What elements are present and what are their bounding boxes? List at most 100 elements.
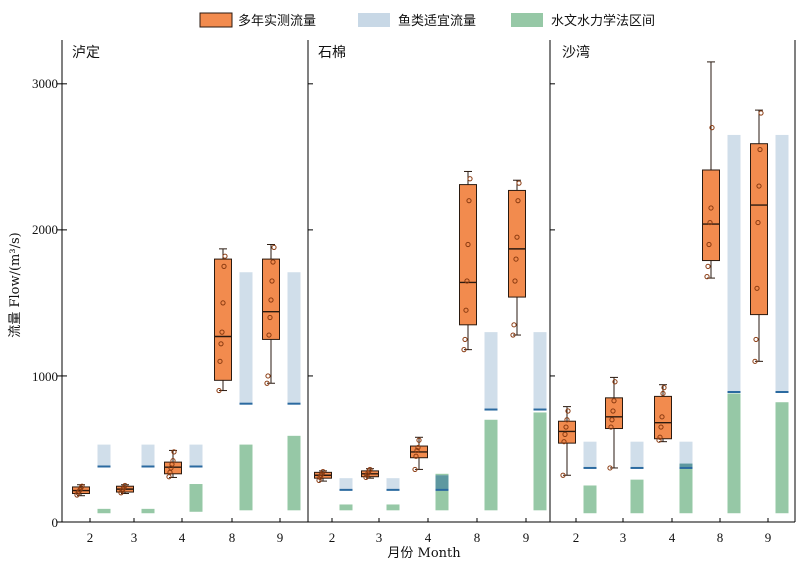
measured-data-point (266, 332, 272, 338)
measured-data-point (217, 358, 223, 364)
measured-flow-box (508, 189, 526, 298)
measured-data-point (463, 307, 469, 313)
measured-data-point (607, 465, 613, 471)
hydro-range-bar (630, 479, 644, 514)
suitable-flow-bar (679, 441, 693, 468)
measured-flow-box (654, 395, 672, 440)
measured-data-point (565, 408, 571, 414)
measured-data-point (222, 253, 228, 259)
measured-data-point (511, 322, 517, 328)
measured-data-point (659, 414, 665, 420)
suitable-flow-bar (630, 441, 644, 468)
measured-data-point (564, 417, 570, 423)
x-tick-label: 4 (179, 530, 186, 545)
overlap-bar (435, 475, 449, 490)
measured-data-point (166, 474, 172, 480)
measured-data-point (268, 297, 274, 303)
suitable-flow-bar (533, 332, 547, 410)
measured-data-point (709, 125, 715, 131)
measured-flow-box (702, 169, 720, 262)
measured-data-point (171, 449, 177, 455)
legend-label-measured: 多年实测流量 (238, 13, 316, 29)
suitable-flow-bar (189, 444, 203, 467)
legend-swatch-hydro (511, 13, 543, 27)
measured-data-point (661, 385, 667, 391)
hydro-range-bar (679, 463, 693, 514)
measured-data-point (611, 398, 617, 404)
hydro-range-bar (386, 504, 400, 511)
suitable-flow-bar (287, 272, 301, 404)
suitable-flow-bar (141, 444, 155, 467)
measured-data-point (270, 259, 276, 265)
measured-data-point (705, 263, 711, 269)
hydro-range-bar (239, 444, 253, 511)
y-axis-title: 流量 Flow/(m³/s) (8, 232, 23, 337)
measured-data-point (563, 424, 569, 430)
suitable-flow-bar (239, 272, 253, 404)
measured-data-point (316, 477, 322, 483)
measured-data-point (216, 387, 222, 394)
measured-data-point (752, 358, 758, 364)
measured-data-point (658, 424, 664, 430)
measured-data-point (219, 329, 225, 335)
measured-data-point (510, 332, 516, 338)
legend: 多年实测流量 鱼类适宜流量 水文水力学法区间 (199, 12, 655, 29)
suitable-flow-bar (97, 444, 111, 467)
measured-data-point (218, 341, 224, 347)
hydro-range-bar (727, 393, 741, 514)
measured-data-point (758, 110, 764, 116)
hydro-range-bar (583, 485, 597, 514)
overlap-bar (679, 463, 693, 468)
x-axis-ticks: 2 3 4 8 9 2 3 4 8 9 2 3 4 8 9 (87, 530, 772, 545)
measured-flow-box (459, 184, 477, 326)
panel-title-luding: 泸定 (72, 45, 100, 61)
hydro-range-bar (533, 412, 547, 511)
measured-data-point (320, 469, 326, 475)
x-tick-label: 9 (277, 530, 284, 545)
measured-data-point (757, 146, 763, 153)
hydro-range-bar (141, 508, 155, 514)
measured-data-point (562, 431, 568, 437)
measured-flow-box (750, 143, 768, 316)
y-axis-ticks: 0 1000 2000 3000 (32, 76, 58, 530)
measured-data-point (415, 444, 421, 451)
y-tick-label: 3000 (32, 76, 58, 91)
measured-data-point (612, 379, 618, 385)
x-axis-title: 月份 Month (387, 546, 461, 561)
measured-data-point (271, 244, 277, 251)
measured-data-point (367, 466, 373, 473)
x-tick-label: 3 (376, 530, 383, 545)
measured-data-point (561, 439, 567, 445)
legend-label-suitable: 鱼类适宜流量 (398, 13, 476, 29)
x-tick-label: 9 (765, 530, 772, 545)
measured-data-point (753, 336, 759, 343)
x-tick-label: 4 (669, 530, 676, 545)
panel-title-shawan: 沙湾 (562, 44, 590, 61)
suitable-flow-bar (583, 441, 597, 468)
measured-data-point (264, 380, 270, 386)
measured-data-point (466, 198, 472, 204)
measured-data-point (467, 176, 473, 182)
measured-data-point (608, 424, 614, 430)
measured-data-point (122, 482, 128, 489)
hydro-range-bar (287, 435, 301, 511)
suitable-flow-bar (727, 134, 741, 393)
hydro-range-bar (339, 504, 353, 511)
legend-label-hydro: 水文水力学法区间 (551, 13, 655, 29)
y-tick-label: 1000 (32, 369, 58, 384)
measured-data-point (412, 466, 418, 473)
measured-data-point (756, 183, 762, 189)
measured-data-point (414, 447, 420, 454)
x-tick-label: 2 (87, 530, 94, 545)
measured-data-point (660, 390, 666, 397)
measured-flow-box (262, 258, 280, 340)
x-tick-label: 2 (329, 530, 336, 545)
measured-data-point (513, 256, 519, 262)
x-tick-label: 3 (131, 530, 138, 545)
measured-flow-box (214, 258, 232, 381)
y-tick-label: 0 (52, 515, 59, 530)
measured-data-point (464, 278, 470, 284)
x-tick-label: 8 (717, 530, 724, 545)
measured-data-point (707, 219, 713, 226)
measured-data-point (512, 278, 518, 284)
